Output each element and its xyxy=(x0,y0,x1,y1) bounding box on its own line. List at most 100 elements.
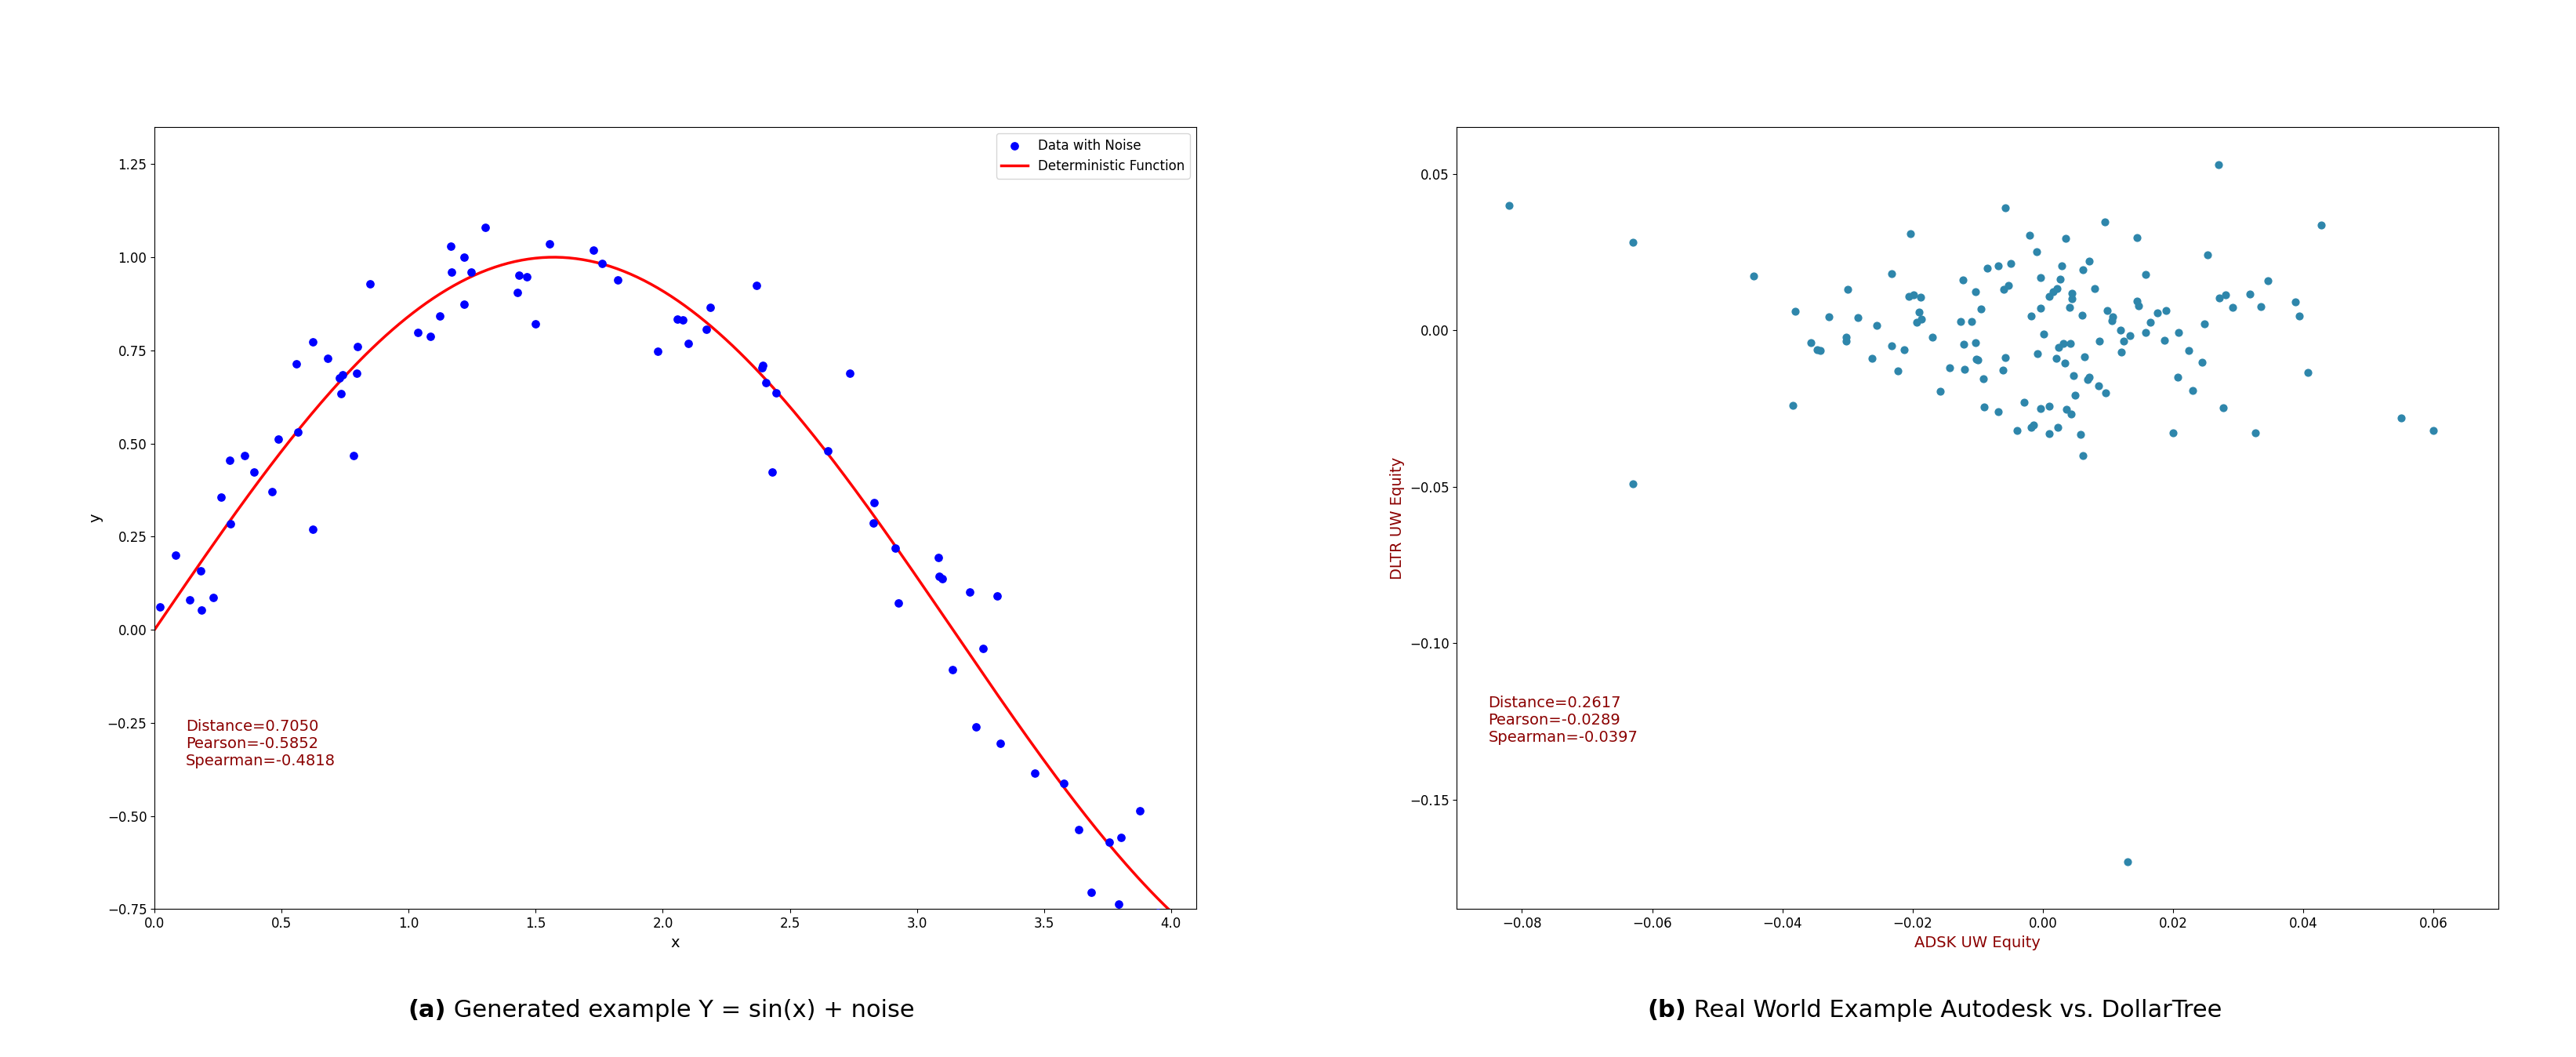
Data with Noise xyxy=(276,355,317,372)
Point xyxy=(2380,409,2421,426)
Data with Noise xyxy=(252,483,294,500)
Data with Noise xyxy=(155,546,196,563)
Data with Noise xyxy=(397,324,438,341)
Data with Noise xyxy=(234,463,276,480)
Data with Noise xyxy=(876,539,917,556)
Deterministic Function xyxy=(765,389,796,402)
Point xyxy=(2004,394,2045,411)
Point xyxy=(1955,351,1996,368)
Point xyxy=(1958,351,1999,368)
Text: (b): (b) xyxy=(1646,999,1687,1022)
Point xyxy=(1775,303,1816,320)
Point xyxy=(2079,377,2120,394)
Data with Noise xyxy=(497,284,538,301)
Data with Noise xyxy=(742,359,783,376)
Deterministic Function xyxy=(1064,801,1095,814)
Point xyxy=(1891,225,1932,242)
Point xyxy=(1852,350,1893,367)
Point xyxy=(1489,197,1530,214)
Data with Noise xyxy=(853,515,894,532)
Point xyxy=(2228,285,2269,302)
Point xyxy=(1899,303,1940,320)
Point xyxy=(1826,332,1868,349)
Data with Noise xyxy=(853,495,894,512)
Data with Noise xyxy=(420,308,461,324)
Data with Noise xyxy=(507,268,549,285)
Point xyxy=(2017,345,2058,361)
Point xyxy=(2414,422,2455,439)
Data with Noise xyxy=(193,589,234,606)
Point xyxy=(2233,425,2275,442)
Point xyxy=(2048,299,2089,316)
Data with Noise xyxy=(1072,884,1113,901)
Point xyxy=(2169,342,2210,359)
Point xyxy=(2143,332,2184,349)
Data with Noise xyxy=(956,718,997,735)
Data with Noise xyxy=(201,489,242,506)
Point xyxy=(2056,387,2097,404)
Point xyxy=(1878,363,1919,379)
Data with Noise xyxy=(1090,834,1131,851)
Point xyxy=(1870,337,1911,354)
Data with Noise xyxy=(443,296,484,313)
Data with Noise xyxy=(410,328,451,345)
Point xyxy=(1963,398,2004,415)
Point xyxy=(2050,291,2092,308)
Point xyxy=(2300,217,2342,234)
Point xyxy=(1963,370,2004,387)
Data with Noise xyxy=(294,521,335,538)
Point xyxy=(1950,313,1991,330)
Data with Noise xyxy=(920,568,961,585)
Point xyxy=(2063,261,2105,278)
Point xyxy=(1984,281,2025,298)
Point xyxy=(1826,281,1868,298)
Point xyxy=(2038,419,2079,435)
Data with Noise xyxy=(209,452,250,469)
Data with Noise xyxy=(742,356,783,373)
Point xyxy=(1734,267,1775,284)
Y-axis label: DLTR UW Equity: DLTR UW Equity xyxy=(1391,457,1404,579)
Point xyxy=(2061,426,2102,443)
Data with Noise xyxy=(209,515,250,532)
Point xyxy=(2038,339,2079,356)
Point xyxy=(1870,265,1911,282)
Data with Noise xyxy=(636,342,677,359)
Data with Noise xyxy=(335,365,376,382)
Data with Noise xyxy=(963,639,1005,656)
Point xyxy=(1837,309,1878,326)
Y-axis label: y: y xyxy=(88,514,103,522)
Data with Noise xyxy=(922,571,963,588)
Point xyxy=(1942,336,1984,353)
Point xyxy=(2063,447,2105,464)
Point xyxy=(2117,297,2159,314)
Point xyxy=(1984,349,2025,366)
Point xyxy=(1790,334,1832,351)
Point xyxy=(2035,350,2076,367)
Data with Noise xyxy=(685,321,726,338)
Point xyxy=(1989,277,2030,294)
Point xyxy=(2277,308,2318,324)
X-axis label: ADSK UW Equity: ADSK UW Equity xyxy=(1914,935,2040,950)
Point xyxy=(2159,323,2200,340)
Data with Noise xyxy=(582,255,623,272)
Point xyxy=(2117,293,2159,310)
Point xyxy=(2205,286,2246,303)
Deterministic Function xyxy=(139,624,170,636)
Point xyxy=(1940,313,1981,330)
Point xyxy=(1857,317,1899,334)
Deterministic Function xyxy=(1157,905,1188,917)
Point xyxy=(1991,255,2032,272)
Point xyxy=(2020,299,2061,316)
Data with Noise xyxy=(224,447,265,464)
Legend: Data with Noise, Deterministic Function: Data with Noise, Deterministic Function xyxy=(997,133,1190,179)
Data with Noise xyxy=(829,365,871,382)
Data with Noise xyxy=(180,601,222,618)
Data with Noise xyxy=(744,374,786,391)
Point xyxy=(2156,369,2197,386)
Point xyxy=(2197,156,2239,173)
Point xyxy=(1978,257,2020,274)
Point xyxy=(1613,235,1654,252)
Data with Noise xyxy=(951,583,992,600)
X-axis label: x: x xyxy=(670,935,680,950)
Point xyxy=(1893,286,1935,303)
